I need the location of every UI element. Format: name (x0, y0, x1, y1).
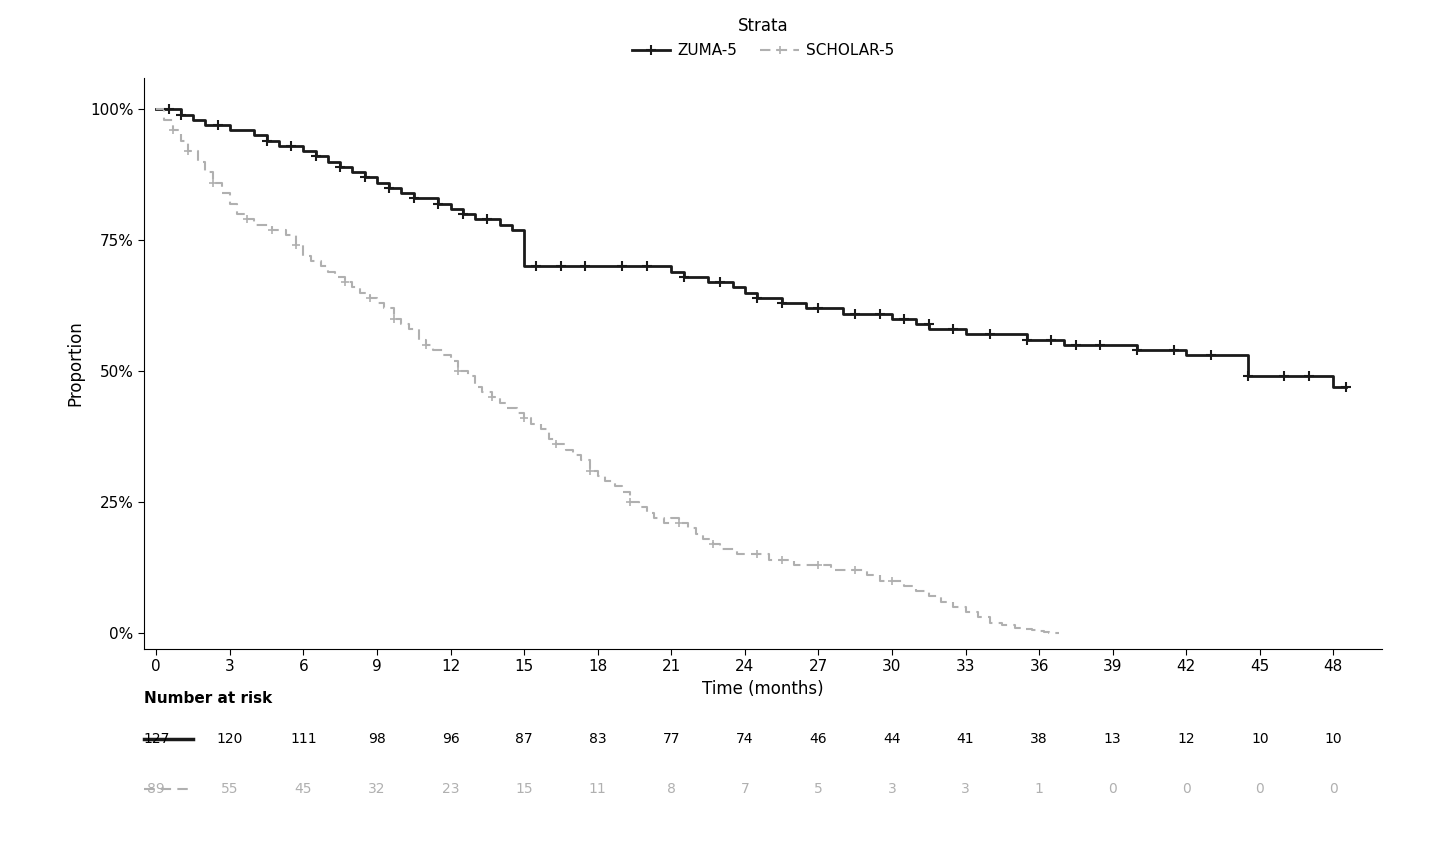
Text: 3: 3 (960, 782, 971, 796)
Text: Number at risk: Number at risk (144, 690, 272, 706)
Text: 8: 8 (667, 782, 675, 796)
Y-axis label: Proportion: Proportion (66, 320, 85, 407)
Text: 0: 0 (1109, 782, 1117, 796)
Text: 0: 0 (1329, 782, 1338, 796)
Text: 13: 13 (1104, 733, 1122, 746)
Text: 44: 44 (883, 733, 900, 746)
Text: 23: 23 (442, 782, 459, 796)
Text: 89: 89 (147, 782, 166, 796)
Text: 38: 38 (1030, 733, 1048, 746)
Text: 1: 1 (1035, 782, 1044, 796)
Text: 0: 0 (1182, 782, 1191, 796)
Text: 0: 0 (1256, 782, 1264, 796)
Text: 46: 46 (809, 733, 827, 746)
Text: 32: 32 (369, 782, 386, 796)
Text: 127: 127 (143, 733, 170, 746)
Text: 96: 96 (442, 733, 459, 746)
Text: 41: 41 (956, 733, 975, 746)
Text: 12: 12 (1178, 733, 1195, 746)
Text: 83: 83 (589, 733, 606, 746)
Text: 15: 15 (516, 782, 533, 796)
Text: 5: 5 (814, 782, 822, 796)
Text: 77: 77 (662, 733, 680, 746)
Text: 10: 10 (1325, 733, 1342, 746)
Text: 74: 74 (736, 733, 753, 746)
Text: 10: 10 (1251, 733, 1269, 746)
Text: 111: 111 (289, 733, 317, 746)
Text: 55: 55 (222, 782, 239, 796)
Text: 45: 45 (295, 782, 312, 796)
Legend: ZUMA-5, SCHOLAR-5: ZUMA-5, SCHOLAR-5 (626, 11, 900, 64)
Text: 3: 3 (887, 782, 896, 796)
Text: 98: 98 (369, 733, 386, 746)
Text: 7: 7 (740, 782, 749, 796)
Text: 120: 120 (216, 733, 243, 746)
X-axis label: Time (months): Time (months) (703, 680, 824, 698)
Text: 87: 87 (516, 733, 533, 746)
Text: 11: 11 (589, 782, 606, 796)
